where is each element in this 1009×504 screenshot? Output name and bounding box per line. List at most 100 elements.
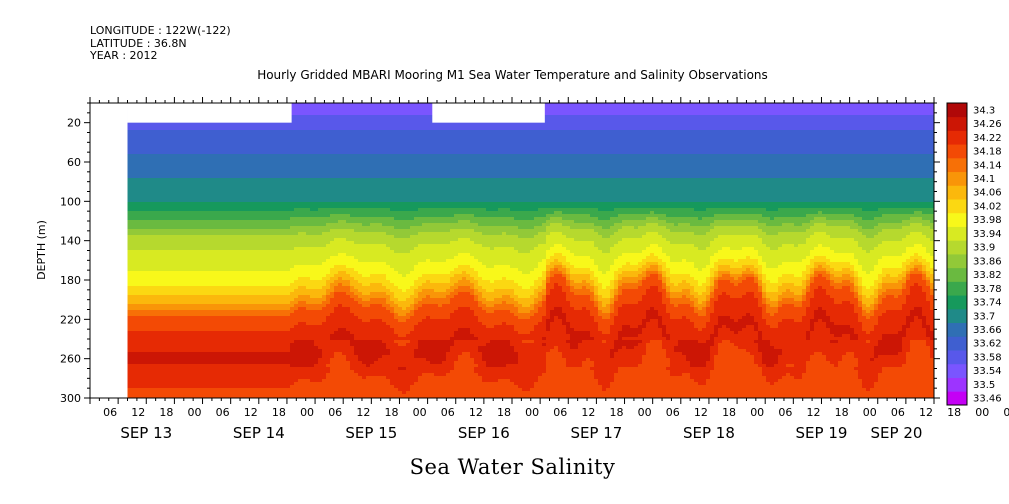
contour-cell: [226, 259, 231, 263]
contour-cell: [178, 295, 183, 299]
contour-cell: [274, 238, 279, 242]
contour-cell: [210, 175, 215, 179]
contour-cell: [286, 274, 291, 278]
contour-cell: [226, 154, 231, 158]
contour-cell: [198, 205, 203, 209]
contour-cell: [190, 220, 195, 224]
contour-cell: [214, 211, 219, 215]
contour-cell: [286, 388, 291, 392]
contour-cell: [214, 139, 219, 143]
contour-cell: [134, 283, 139, 287]
contour-cell: [138, 184, 143, 188]
contour-cell: [178, 130, 183, 134]
contour-cell: [238, 178, 243, 182]
contour-cell: [286, 193, 291, 197]
contour-cell: [234, 136, 239, 140]
contour-cell: [166, 388, 171, 392]
contour-cell: [274, 163, 279, 167]
contour-cell: [202, 211, 207, 215]
contour-cell: [246, 274, 251, 278]
contour-cell: [250, 349, 255, 353]
contour-cell: [186, 184, 191, 188]
contour-cell: [262, 151, 267, 155]
contour-cell: [178, 292, 183, 296]
contour-cell: [138, 199, 143, 203]
contour-cell: [238, 325, 243, 329]
contour-cell: [146, 238, 151, 242]
contour-cell: [246, 211, 251, 215]
contour-cell: [162, 133, 167, 137]
contour-cell: [194, 388, 199, 392]
contour-cell: [274, 355, 279, 359]
contour-cell: [206, 280, 211, 284]
contour-cell: [154, 247, 159, 251]
contour-cell: [210, 382, 215, 386]
contour-cell: [162, 352, 167, 356]
contour-cell: [146, 319, 151, 323]
contour-cell: [210, 331, 215, 335]
contour-cell: [230, 268, 235, 272]
contour-cell: [274, 154, 279, 158]
contour-cell: [206, 271, 211, 275]
contour-cell: [286, 394, 291, 398]
contour-cell: [242, 328, 247, 332]
contour-cell: [266, 157, 271, 161]
contour-cell: [150, 232, 155, 236]
contour-cell: [250, 331, 255, 335]
contour-cell: [218, 169, 223, 173]
contour-cell: [258, 250, 263, 254]
latitude-label: LATITUDE : 36.8N: [90, 38, 187, 50]
contour-cell: [218, 217, 223, 221]
contour-cell: [258, 253, 263, 257]
contour-cell: [286, 295, 291, 299]
contour-cell: [206, 199, 211, 203]
contour-cell: [250, 391, 255, 395]
contour-cell: [214, 154, 219, 158]
contour-cell: [222, 361, 227, 365]
contour-cell: [130, 292, 135, 296]
contour-cell: [234, 193, 239, 197]
contour-cell: [134, 268, 139, 272]
contour-cell: [182, 154, 187, 158]
contour-cell: [242, 241, 247, 245]
contour-cell: [174, 391, 179, 395]
contour-cell: [286, 238, 291, 242]
contour-cell: [262, 196, 267, 200]
contour-cell: [222, 250, 227, 254]
contour-cell: [266, 283, 271, 287]
contour-cell: [270, 163, 275, 167]
contour-cell: [162, 340, 167, 344]
contour-cell: [198, 208, 203, 212]
contour-cell: [270, 310, 275, 314]
contour-cell: [262, 226, 267, 230]
contour-cell: [170, 127, 175, 131]
contour-cell: [238, 289, 243, 293]
contour-cell: [174, 367, 179, 371]
contour-cell: [162, 160, 167, 164]
contour-cell: [238, 352, 243, 356]
contour-cell: [202, 139, 207, 143]
contour-cell: [262, 190, 267, 194]
contour-cell: [266, 136, 271, 140]
contour-cell: [246, 172, 251, 176]
contour-cell: [230, 271, 235, 275]
contour-cell: [162, 157, 167, 161]
contour-cell: [214, 160, 219, 164]
contour-cell: [154, 139, 159, 143]
contour-cell: [242, 283, 247, 287]
contour-cell: [186, 268, 191, 272]
contour-cell: [242, 121, 247, 125]
contour-cell: [258, 238, 263, 242]
contour-cell: [190, 388, 195, 392]
contour-cell: [234, 214, 239, 218]
contour-cell: [238, 316, 243, 320]
contour-cell: [210, 268, 215, 272]
contour-cell: [242, 379, 247, 383]
contour-cell: [250, 322, 255, 326]
contour-cell: [278, 298, 283, 302]
contour-cell: [130, 334, 135, 338]
contour-cell: [254, 160, 259, 164]
contour-cell: [258, 379, 263, 383]
contour-cell: [174, 289, 179, 293]
contour-cell: [150, 391, 155, 395]
